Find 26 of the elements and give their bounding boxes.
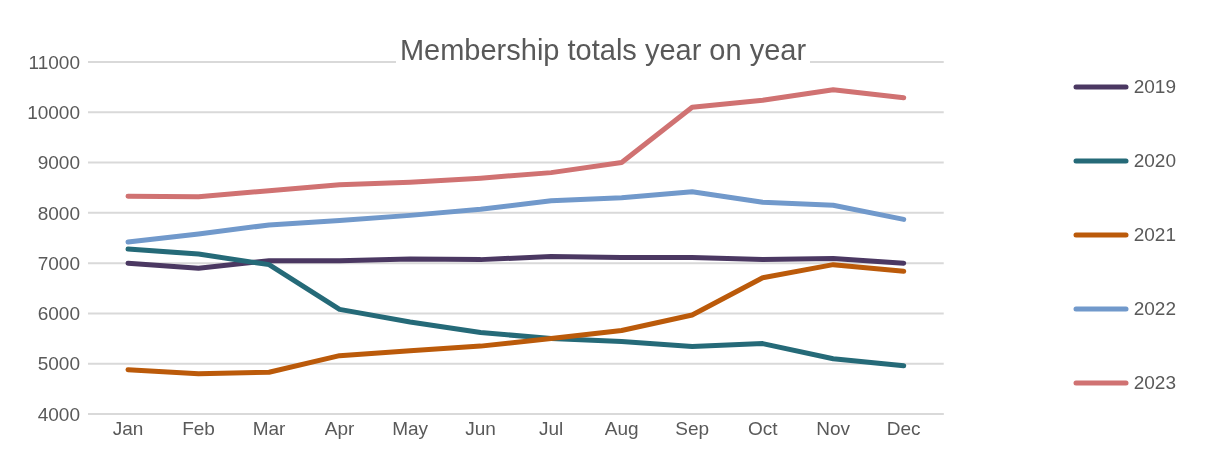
- y-tick-label: 7000: [37, 252, 80, 274]
- chart-title: Membership totals year on year: [395, 34, 811, 66]
- x-tick-label: Mar: [252, 418, 287, 440]
- y-tick-label: 10000: [27, 102, 80, 124]
- x-tick-label: Nov: [816, 418, 851, 440]
- y-tick-label: 9000: [37, 152, 80, 174]
- x-tick-label: Jul: [538, 418, 564, 440]
- legend-label: 2021: [1133, 224, 1176, 246]
- legend-label: 2022: [1133, 298, 1176, 320]
- y-tick-label: 8000: [37, 202, 80, 224]
- y-tick-label: 11000: [28, 51, 80, 73]
- x-tick-label: Jan: [112, 418, 144, 440]
- x-tick-label: Apr: [324, 418, 356, 440]
- y-tick-label: 6000: [37, 303, 80, 325]
- x-tick-label: Feb: [182, 418, 215, 440]
- legend-label: 2019: [1133, 76, 1176, 98]
- legend-label: 2020: [1133, 150, 1176, 172]
- x-tick-label: Jun: [465, 418, 496, 440]
- y-tick-label: 5000: [37, 353, 80, 375]
- legend-label: 2023: [1133, 372, 1176, 394]
- x-tick-label: May: [392, 418, 429, 440]
- x-tick-label: Aug: [604, 418, 639, 440]
- x-tick-label: Sep: [675, 418, 710, 440]
- x-tick-label: Dec: [886, 418, 921, 440]
- y-tick-label: 4000: [37, 403, 80, 425]
- x-tick-label: Oct: [747, 418, 779, 440]
